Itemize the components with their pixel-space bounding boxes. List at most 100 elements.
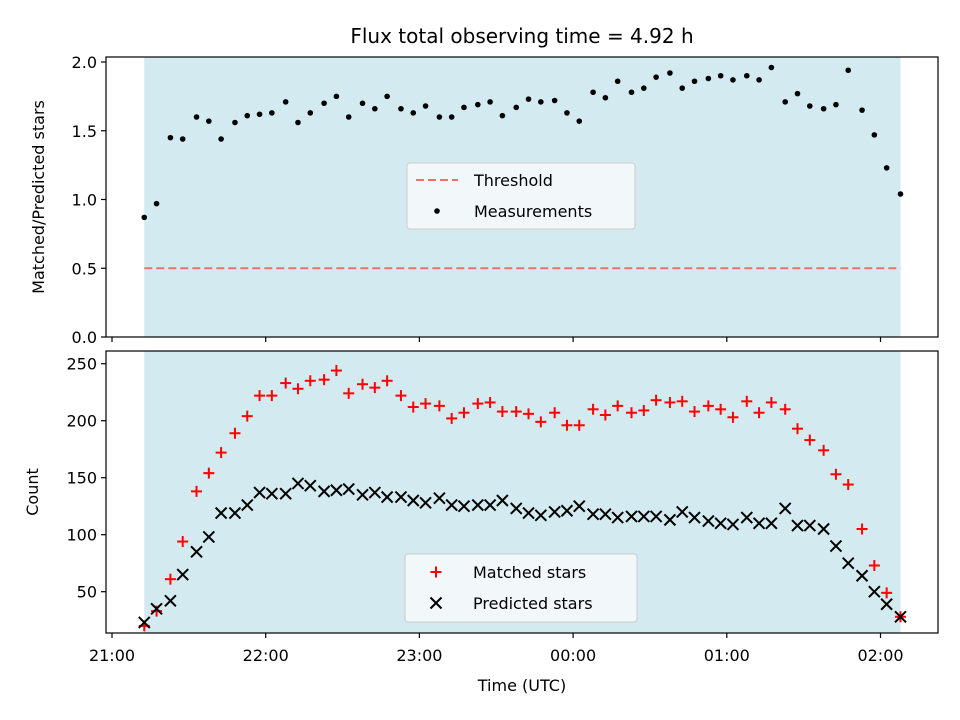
measurement-point bbox=[167, 134, 174, 141]
predicted-star-point bbox=[330, 484, 343, 497]
matched-star-point bbox=[599, 409, 611, 421]
legend-x-marker bbox=[429, 596, 443, 610]
x-tick-label: 21:00 bbox=[89, 646, 135, 665]
measurement-point bbox=[475, 101, 481, 108]
matched-star-point bbox=[612, 400, 624, 412]
predicted-star-point bbox=[291, 477, 305, 490]
y-tick-label: 200 bbox=[66, 412, 97, 431]
predicted-star-point bbox=[483, 498, 497, 512]
predicted-star-point bbox=[548, 505, 561, 519]
x-tick-label: 02:00 bbox=[857, 646, 903, 665]
matched-star-point bbox=[676, 395, 688, 407]
measurement-point bbox=[232, 119, 238, 126]
measurement-points bbox=[141, 64, 904, 221]
matched-star-point bbox=[510, 406, 522, 418]
predicted-star-point bbox=[150, 602, 163, 616]
measurement-point bbox=[307, 110, 314, 116]
measurement-point bbox=[653, 74, 659, 80]
measurement-point bbox=[859, 107, 865, 113]
measurement-point bbox=[448, 114, 455, 120]
y-tick-label: 100 bbox=[66, 526, 97, 545]
matched-star-point bbox=[215, 447, 227, 459]
predicted-star-point bbox=[304, 479, 317, 492]
x-tick-label: 00:00 bbox=[550, 646, 596, 665]
matched-star-point bbox=[587, 403, 599, 415]
measurement-point bbox=[820, 105, 827, 112]
matched-star-point bbox=[689, 406, 701, 418]
predicted-star-point bbox=[880, 598, 893, 611]
count-x-ticks: 21:00 22:00 23:00 00:00 01:00 02:00 bbox=[89, 633, 904, 665]
matched-star-point bbox=[868, 559, 880, 571]
matched-star-point bbox=[881, 587, 893, 599]
predicted-star-point bbox=[317, 485, 331, 498]
chart-title: Flux total observing time = 4.92 h bbox=[350, 24, 693, 48]
predicted-star-point bbox=[368, 486, 382, 499]
measurement-point bbox=[436, 114, 443, 120]
predicted-star-point bbox=[241, 498, 254, 512]
matched-star-point bbox=[177, 536, 189, 548]
legend-plus-marker bbox=[430, 566, 442, 578]
y-tick-label: 1.5 bbox=[72, 122, 97, 141]
y-tick-label: 0.5 bbox=[72, 259, 97, 278]
predicted-star-point bbox=[586, 507, 600, 521]
predicted-star-point bbox=[496, 494, 509, 507]
matched-star-point bbox=[164, 573, 176, 585]
matched-star-point bbox=[191, 485, 203, 497]
measurement-point bbox=[269, 110, 275, 116]
matched-star-point bbox=[830, 468, 842, 480]
measurement-point bbox=[551, 97, 558, 104]
matched-star-point bbox=[357, 378, 369, 390]
matched-star-point bbox=[458, 407, 470, 419]
measurement-point bbox=[871, 132, 878, 138]
matched-star-point bbox=[535, 416, 547, 428]
legend-threshold-label: Threshold bbox=[473, 171, 553, 190]
predicted-star-point bbox=[803, 519, 817, 532]
matched-star-point bbox=[818, 444, 830, 456]
matched-star-point bbox=[330, 365, 342, 377]
matched-star-point bbox=[741, 395, 753, 407]
measurement-point bbox=[487, 99, 493, 105]
measurement-point bbox=[333, 93, 340, 100]
predicted-star-point bbox=[356, 488, 369, 502]
measurement-point bbox=[679, 85, 686, 91]
matched-star-point bbox=[779, 403, 791, 415]
matched-star-point bbox=[318, 374, 330, 386]
measurement-point bbox=[756, 77, 762, 83]
x-tick-label: 22:00 bbox=[243, 646, 289, 665]
measurement-point bbox=[602, 94, 609, 101]
matched-star-point bbox=[229, 427, 241, 439]
ratio-y-ticks: 0.0 0.5 1.0 1.5 2.0 bbox=[72, 53, 106, 347]
measurement-point bbox=[193, 114, 200, 120]
matched-star-point bbox=[292, 383, 304, 395]
measurement-point bbox=[705, 75, 712, 82]
measurement-point bbox=[513, 104, 520, 111]
predicted-star-point bbox=[778, 502, 792, 515]
predicted-star-point bbox=[688, 511, 701, 524]
measurement-point bbox=[897, 191, 904, 197]
matched-star-point bbox=[856, 523, 868, 535]
measurement-point bbox=[614, 78, 621, 85]
predicted-star-point bbox=[702, 514, 715, 528]
measurement-point bbox=[833, 101, 839, 108]
measurement-point bbox=[743, 72, 750, 79]
measurement-point bbox=[295, 119, 301, 126]
predicted-star-point bbox=[637, 510, 651, 523]
predicted-star-point bbox=[726, 518, 740, 531]
measurement-point bbox=[345, 114, 352, 120]
x-tick-label: 23:00 bbox=[396, 646, 442, 665]
predicted-star-point bbox=[228, 506, 242, 520]
count-panel: 50 100 150 200 250 21:00 22:00 23:00 00:00 01:00… bbox=[23, 350, 939, 695]
count-y-ticks: 50 100 150 200 250 bbox=[66, 355, 106, 602]
measurement-point bbox=[717, 72, 724, 79]
matched-star-point bbox=[496, 406, 508, 418]
measurement-point bbox=[410, 110, 417, 116]
matched-star-point bbox=[715, 403, 727, 415]
legend-predicted-label: Predicted stars bbox=[473, 594, 593, 613]
predicted-star-point bbox=[342, 482, 355, 496]
measurement-point bbox=[321, 100, 327, 107]
measurement-point bbox=[525, 96, 532, 102]
matched-star-point bbox=[561, 419, 573, 431]
matched-star-point bbox=[753, 407, 765, 419]
measurement-point bbox=[883, 165, 890, 171]
predicted-star-point bbox=[842, 556, 855, 570]
